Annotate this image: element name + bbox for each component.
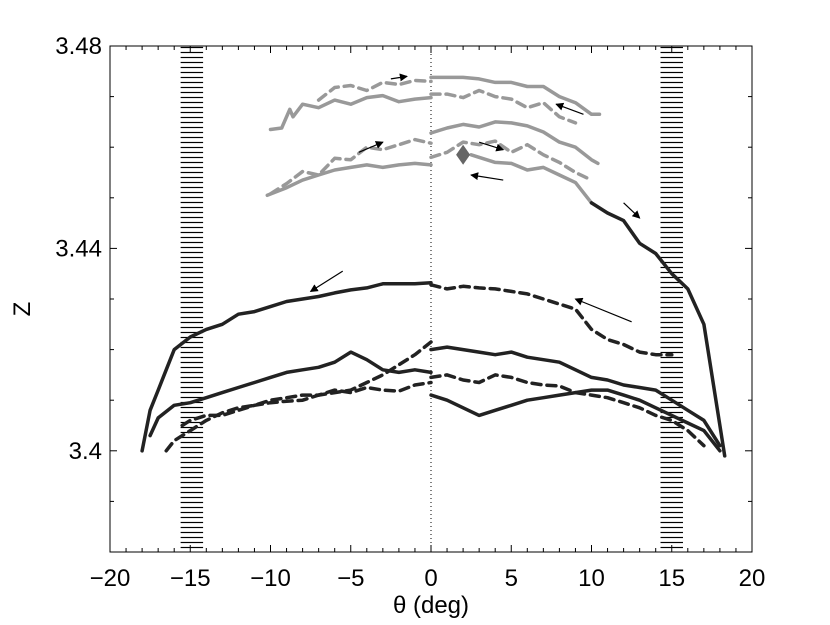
arrow-1 (390, 73, 408, 82)
series-line-6 (268, 137, 433, 196)
x-tick-label: −20 (90, 565, 131, 592)
x-tick-label: 10 (578, 565, 605, 592)
series-line-2 (316, 78, 433, 102)
x-tick-label: 0 (424, 565, 437, 592)
x-tick-label: −5 (337, 565, 364, 592)
y-tick-label: 3.44 (55, 235, 102, 262)
series-line-7 (429, 120, 600, 166)
y-tick-label: 3.48 (55, 33, 102, 60)
x-axis-label: θ (deg) (393, 592, 469, 619)
hatched-band-1 (180, 46, 204, 552)
series-line-9 (469, 153, 594, 205)
series-line-15 (180, 380, 433, 428)
series-line-3 (429, 75, 602, 117)
x-tick-label: 15 (658, 565, 685, 592)
arrow-7 (309, 270, 344, 292)
x-axis-ticks: −20 −15 −10 −5 0 5 10 15 20 (90, 46, 766, 592)
series-line-4 (429, 88, 578, 125)
arrow-3 (358, 141, 384, 153)
arrow-4 (478, 141, 505, 152)
hatched-bands (180, 46, 683, 552)
series-line-10 (589, 201, 727, 458)
series-line-14 (164, 340, 433, 453)
diamond-marker-shape (456, 144, 471, 165)
series-line-18 (429, 373, 706, 448)
x-tick-label: 5 (505, 565, 518, 592)
x-tick-label: 20 (739, 565, 766, 592)
series-line-5 (265, 161, 433, 198)
diamond-marker (456, 144, 471, 165)
series-line-1 (268, 93, 433, 132)
series-lines (140, 75, 727, 458)
arrow-5 (470, 172, 504, 181)
y-axis-ticks: 3.4 3.44 3.48 (55, 33, 752, 553)
x-tick-label: −15 (170, 565, 211, 592)
arrow-6 (623, 202, 641, 219)
series-line-8 (429, 139, 594, 182)
direction-arrows (309, 73, 641, 323)
series-line-11 (140, 281, 433, 453)
x-tick-label: −10 (250, 565, 291, 592)
arrow-2 (555, 102, 584, 115)
arrow-8 (574, 297, 632, 323)
hatched-band-2 (660, 46, 683, 552)
series-line-16 (429, 345, 722, 448)
y-tick-label: 3.4 (69, 438, 102, 465)
y-axis-label: Z (9, 302, 36, 317)
series-line-13 (148, 350, 433, 438)
series-line-12 (429, 283, 674, 357)
